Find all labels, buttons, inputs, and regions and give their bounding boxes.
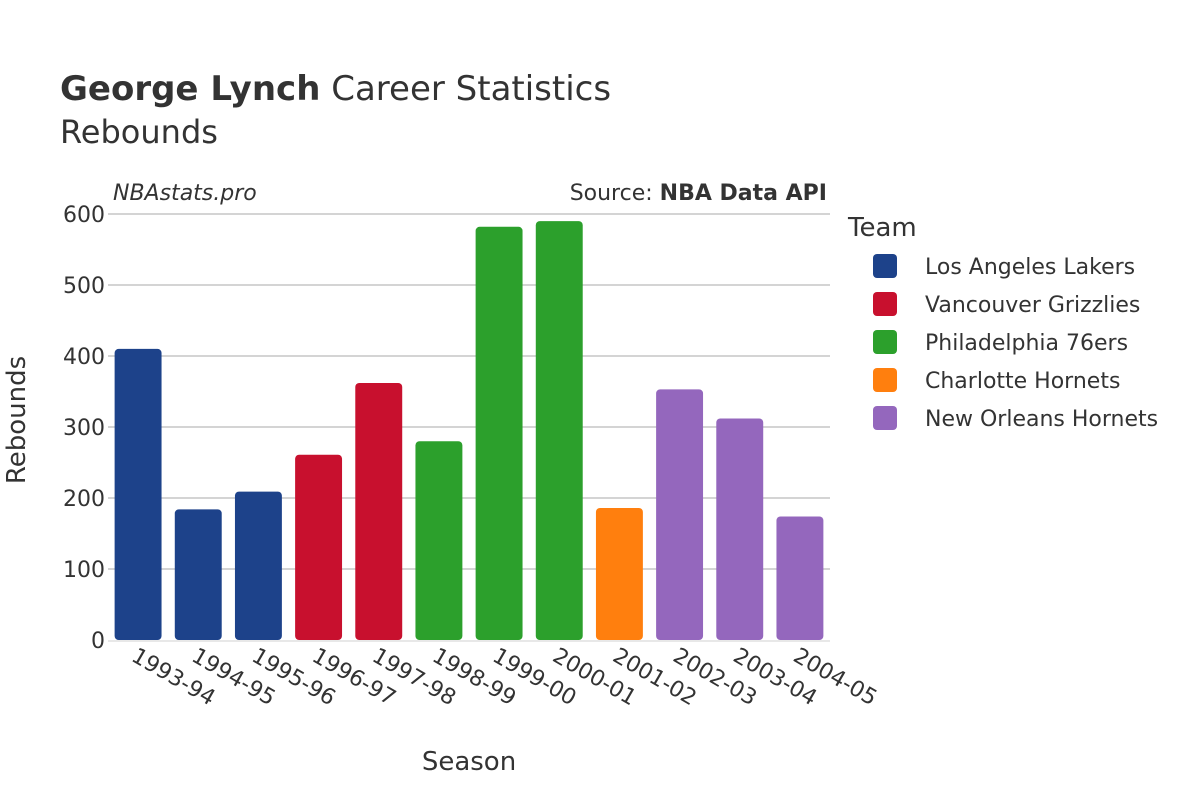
legend-item[interactable]: New Orleans Hornets <box>873 406 1158 432</box>
legend-swatch <box>873 406 897 430</box>
legend-swatch <box>873 368 897 392</box>
chart-subtitle: Rebounds <box>60 113 218 151</box>
y-axis-ticks: 0 100 200 300 400 500 600 <box>63 203 105 654</box>
legend-label: New Orleans Hornets <box>925 407 1158 432</box>
y-tick-label: 200 <box>63 487 105 512</box>
bar-2004-05[interactable] <box>776 516 824 640</box>
chart-title-rest: Career Statistics <box>320 69 611 109</box>
bar-1993-94[interactable] <box>114 348 162 640</box>
bar-2000-01[interactable] <box>535 221 583 640</box>
y-tick-label: 400 <box>63 345 105 370</box>
chart-title: George Lynch Career Statistics <box>60 69 611 109</box>
legend-title: Team <box>847 213 917 243</box>
bar-1999-00[interactable] <box>475 226 523 640</box>
legend-item[interactable]: Vancouver Grizzlies <box>873 292 1140 318</box>
bar-1996-97[interactable] <box>295 454 343 640</box>
grid-lines <box>108 213 830 570</box>
bar-2002-03[interactable] <box>656 389 704 640</box>
chart-title-bold: George Lynch <box>60 69 320 109</box>
legend-swatch <box>873 330 897 354</box>
y-tick-label: 500 <box>63 274 105 299</box>
x-axis-title: Season <box>422 747 516 777</box>
y-axis-title: Rebounds <box>2 356 32 484</box>
legend-label: Charlotte Hornets <box>925 369 1120 394</box>
watermark: NBAstats.pro <box>113 181 257 206</box>
legend-label: Vancouver Grizzlies <box>925 293 1140 318</box>
bar-1995-96[interactable] <box>234 491 282 640</box>
legend-item[interactable]: Philadelphia 76ers <box>873 330 1128 356</box>
legend-swatch <box>873 254 897 278</box>
legend-swatch <box>873 292 897 316</box>
bar-1994-95[interactable] <box>174 509 222 640</box>
legend-label: Philadelphia 76ers <box>925 331 1128 356</box>
source-prefix: Source: <box>570 181 660 206</box>
y-tick-label: 100 <box>63 558 105 583</box>
bar-1998-99[interactable] <box>415 441 463 640</box>
source-credit: Source: NBA Data API <box>570 181 827 206</box>
bars <box>114 221 824 640</box>
legend-label: Los Angeles Lakers <box>925 255 1135 280</box>
y-tick-label: 600 <box>63 203 105 228</box>
bar-2003-04[interactable] <box>716 418 764 640</box>
bar-2001-02[interactable] <box>595 507 643 640</box>
bar-1997-98[interactable] <box>355 382 403 640</box>
source-name: NBA Data API <box>660 181 827 206</box>
y-tick-label: 300 <box>63 416 105 441</box>
legend-item[interactable]: Charlotte Hornets <box>873 368 1120 394</box>
x-axis-ticks: 1993-941994-951995-961996-971997-981998-… <box>127 644 881 712</box>
legend-item[interactable]: Los Angeles Lakers <box>873 254 1135 280</box>
legend: Los Angeles Lakers Vancouver Grizzlies Phi… <box>873 254 1158 432</box>
y-tick-label: 0 <box>91 629 105 654</box>
